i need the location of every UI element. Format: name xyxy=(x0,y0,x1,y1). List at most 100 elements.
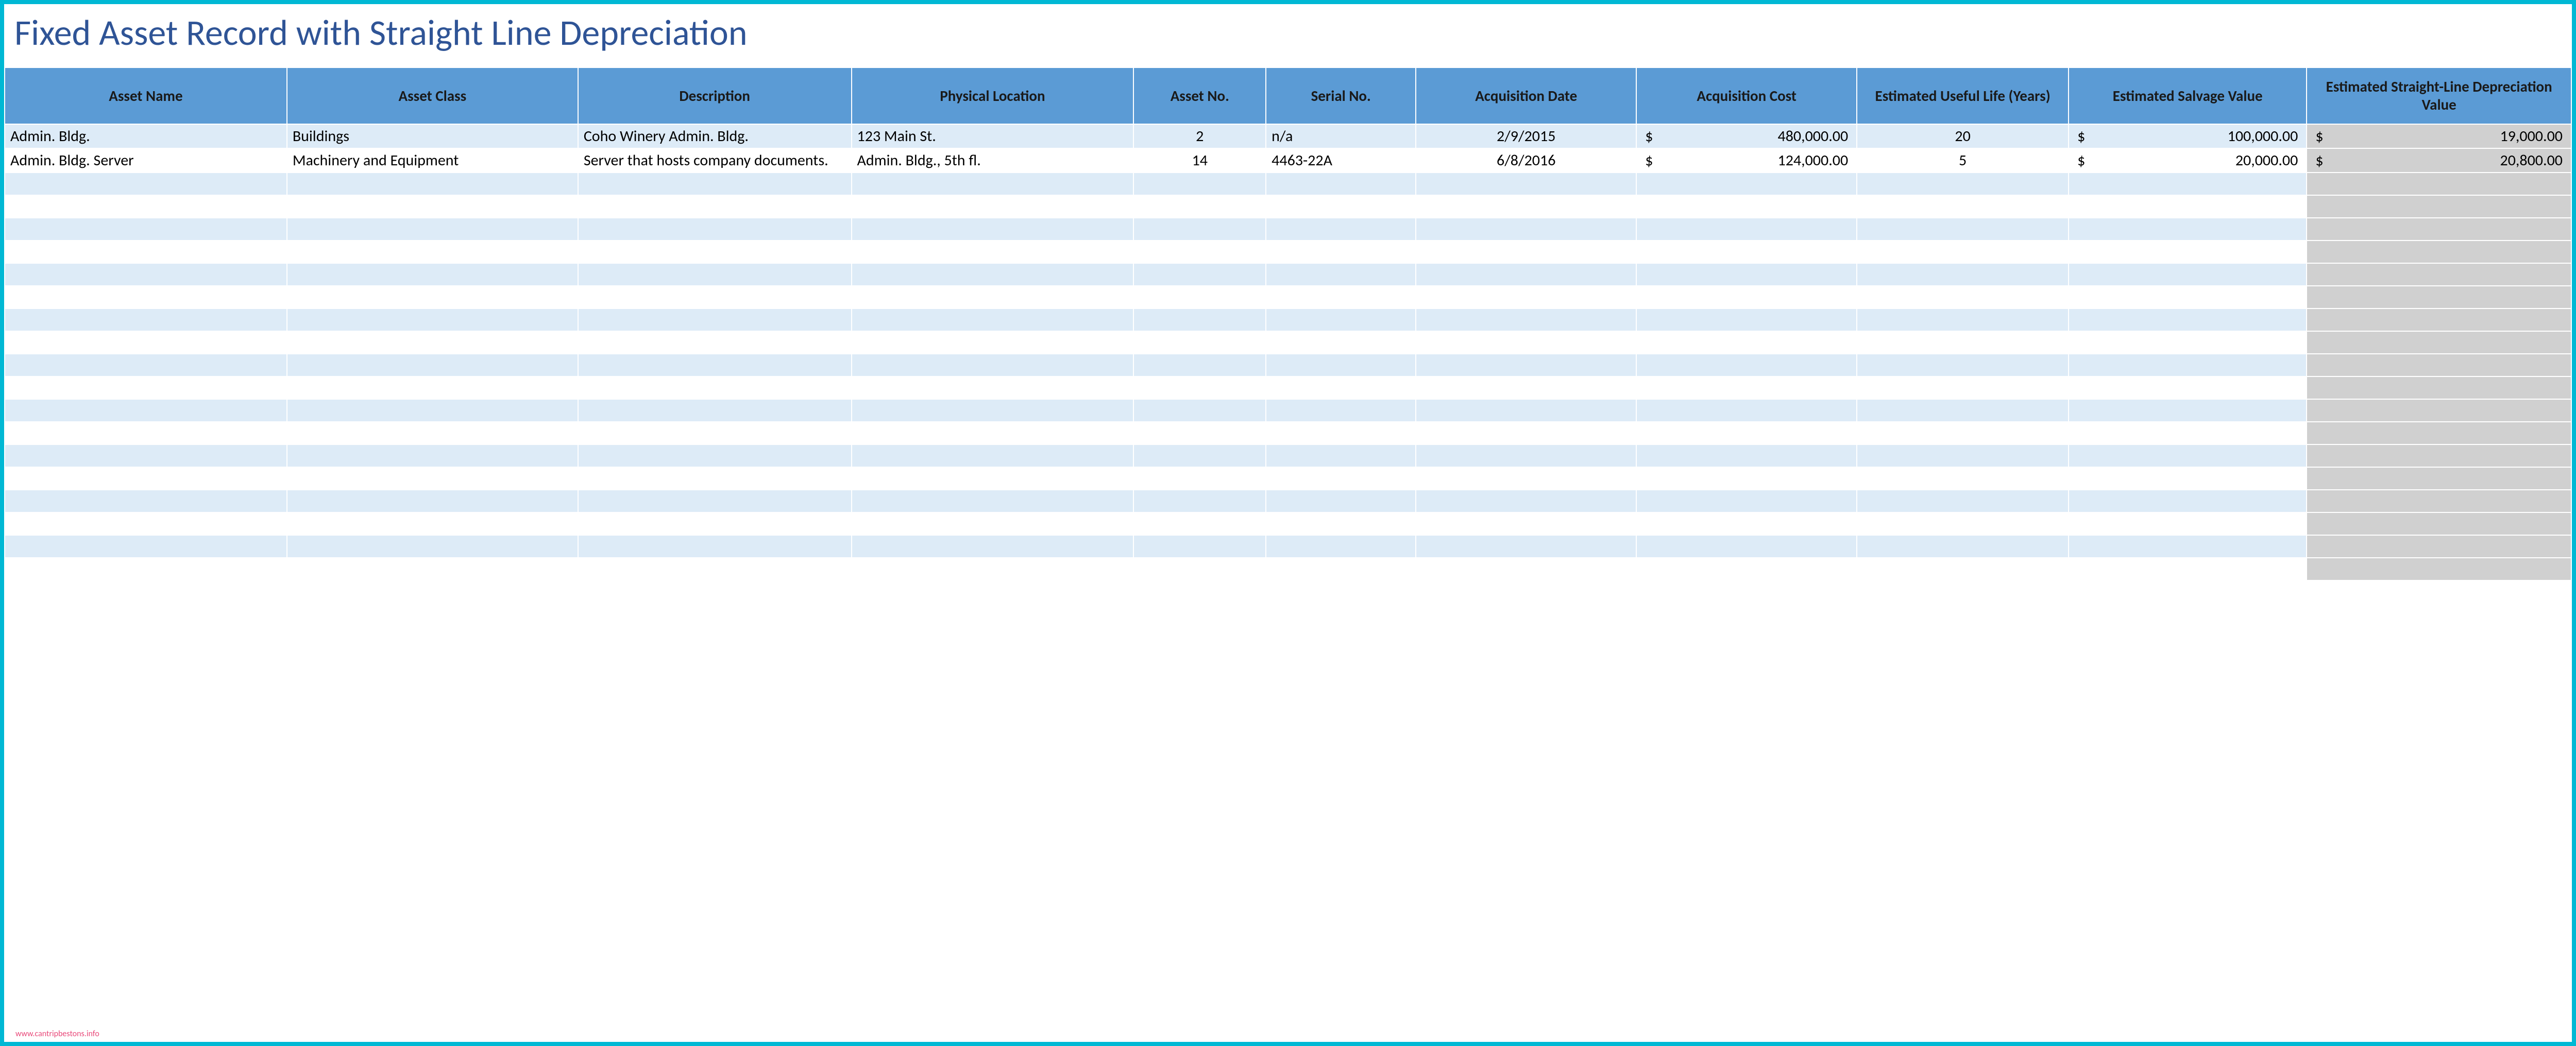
cell-description[interactable] xyxy=(578,512,852,535)
cell-depr[interactable] xyxy=(2307,512,2571,535)
cell-location[interactable]: 123 Main St. xyxy=(852,124,1134,148)
cell-salvage[interactable] xyxy=(2069,467,2307,490)
cell-asset_name[interactable] xyxy=(5,308,287,331)
cell-serial_no[interactable] xyxy=(1266,241,1416,263)
cell-depr[interactable]: $19,000.00 xyxy=(2307,124,2571,148)
cell-acq_date[interactable] xyxy=(1416,354,1636,376)
cell-acq_date[interactable] xyxy=(1416,512,1636,535)
cell-asset_no[interactable]: 2 xyxy=(1133,124,1266,148)
cell-acq_date[interactable] xyxy=(1416,286,1636,308)
cell-acq_cost[interactable] xyxy=(1636,467,1857,490)
cell-location[interactable] xyxy=(852,286,1134,308)
cell-location[interactable] xyxy=(852,467,1134,490)
cell-salvage[interactable] xyxy=(2069,490,2307,512)
cell-asset_name[interactable] xyxy=(5,490,287,512)
cell-serial_no[interactable] xyxy=(1266,467,1416,490)
cell-location[interactable] xyxy=(852,535,1134,558)
cell-asset_class[interactable] xyxy=(287,331,578,354)
cell-description[interactable] xyxy=(578,422,852,444)
cell-location[interactable] xyxy=(852,558,1134,580)
cell-description[interactable] xyxy=(578,308,852,331)
cell-asset_no[interactable] xyxy=(1133,467,1266,490)
cell-depr[interactable] xyxy=(2307,535,2571,558)
cell-location[interactable] xyxy=(852,308,1134,331)
cell-asset_class[interactable]: Buildings xyxy=(287,124,578,148)
cell-depr[interactable] xyxy=(2307,263,2571,286)
cell-acq_date[interactable] xyxy=(1416,558,1636,580)
cell-salvage[interactable] xyxy=(2069,399,2307,422)
cell-asset_name[interactable] xyxy=(5,354,287,376)
cell-salvage[interactable] xyxy=(2069,331,2307,354)
cell-acq_cost[interactable] xyxy=(1636,263,1857,286)
cell-asset_no[interactable] xyxy=(1133,354,1266,376)
cell-useful_life[interactable] xyxy=(1857,490,2069,512)
cell-acq_date[interactable]: 2/9/2015 xyxy=(1416,124,1636,148)
cell-acq_cost[interactable] xyxy=(1636,331,1857,354)
cell-depr[interactable] xyxy=(2307,218,2571,241)
cell-asset_name[interactable] xyxy=(5,173,287,195)
cell-serial_no[interactable] xyxy=(1266,354,1416,376)
cell-serial_no[interactable]: 4463-22A xyxy=(1266,148,1416,173)
cell-acq_cost[interactable]: $480,000.00 xyxy=(1636,124,1857,148)
cell-useful_life[interactable] xyxy=(1857,535,2069,558)
cell-asset_name[interactable] xyxy=(5,195,287,218)
cell-asset_class[interactable] xyxy=(287,308,578,331)
cell-salvage[interactable] xyxy=(2069,512,2307,535)
cell-salvage[interactable] xyxy=(2069,173,2307,195)
cell-asset_name[interactable] xyxy=(5,467,287,490)
col-header-description[interactable]: Description xyxy=(578,67,852,124)
cell-description[interactable] xyxy=(578,195,852,218)
cell-acq_cost[interactable] xyxy=(1636,286,1857,308)
cell-depr[interactable] xyxy=(2307,467,2571,490)
cell-depr[interactable] xyxy=(2307,444,2571,467)
cell-useful_life[interactable] xyxy=(1857,218,2069,241)
cell-serial_no[interactable] xyxy=(1266,263,1416,286)
cell-description[interactable] xyxy=(578,490,852,512)
cell-asset_no[interactable]: 14 xyxy=(1133,148,1266,173)
cell-salvage[interactable]: $20,000.00 xyxy=(2069,148,2307,173)
cell-useful_life[interactable] xyxy=(1857,422,2069,444)
cell-depr[interactable] xyxy=(2307,558,2571,580)
cell-asset_class[interactable] xyxy=(287,354,578,376)
cell-depr[interactable] xyxy=(2307,286,2571,308)
cell-useful_life[interactable]: 20 xyxy=(1857,124,2069,148)
cell-acq_date[interactable] xyxy=(1416,376,1636,399)
cell-location[interactable] xyxy=(852,241,1134,263)
cell-depr[interactable] xyxy=(2307,354,2571,376)
cell-description[interactable] xyxy=(578,331,852,354)
cell-acq_date[interactable] xyxy=(1416,399,1636,422)
cell-depr[interactable] xyxy=(2307,422,2571,444)
cell-acq_cost[interactable] xyxy=(1636,308,1857,331)
cell-serial_no[interactable] xyxy=(1266,512,1416,535)
cell-acq_cost[interactable] xyxy=(1636,444,1857,467)
cell-asset_class[interactable] xyxy=(287,512,578,535)
cell-depr[interactable] xyxy=(2307,195,2571,218)
cell-location[interactable] xyxy=(852,354,1134,376)
col-header-salvage[interactable]: Estimated Salvage Value xyxy=(2069,67,2307,124)
cell-acq_date[interactable] xyxy=(1416,241,1636,263)
cell-description[interactable] xyxy=(578,399,852,422)
cell-asset_name[interactable] xyxy=(5,376,287,399)
cell-useful_life[interactable] xyxy=(1857,558,2069,580)
cell-useful_life[interactable] xyxy=(1857,376,2069,399)
cell-acq_cost[interactable] xyxy=(1636,490,1857,512)
cell-asset_name[interactable] xyxy=(5,558,287,580)
cell-asset_name[interactable] xyxy=(5,422,287,444)
cell-serial_no[interactable] xyxy=(1266,218,1416,241)
cell-asset_name[interactable]: Admin. Bldg. xyxy=(5,124,287,148)
cell-acq_cost[interactable] xyxy=(1636,399,1857,422)
cell-useful_life[interactable] xyxy=(1857,286,2069,308)
cell-description[interactable] xyxy=(578,558,852,580)
cell-depr[interactable]: $20,800.00 xyxy=(2307,148,2571,173)
cell-acq_date[interactable] xyxy=(1416,263,1636,286)
cell-acq_cost[interactable] xyxy=(1636,173,1857,195)
cell-location[interactable] xyxy=(852,422,1134,444)
cell-location[interactable] xyxy=(852,173,1134,195)
cell-asset_name[interactable] xyxy=(5,218,287,241)
cell-asset_class[interactable] xyxy=(287,467,578,490)
cell-asset_class[interactable] xyxy=(287,376,578,399)
cell-salvage[interactable] xyxy=(2069,308,2307,331)
cell-asset_class[interactable] xyxy=(287,263,578,286)
cell-asset_class[interactable]: Machinery and Equipment xyxy=(287,148,578,173)
cell-description[interactable] xyxy=(578,286,852,308)
